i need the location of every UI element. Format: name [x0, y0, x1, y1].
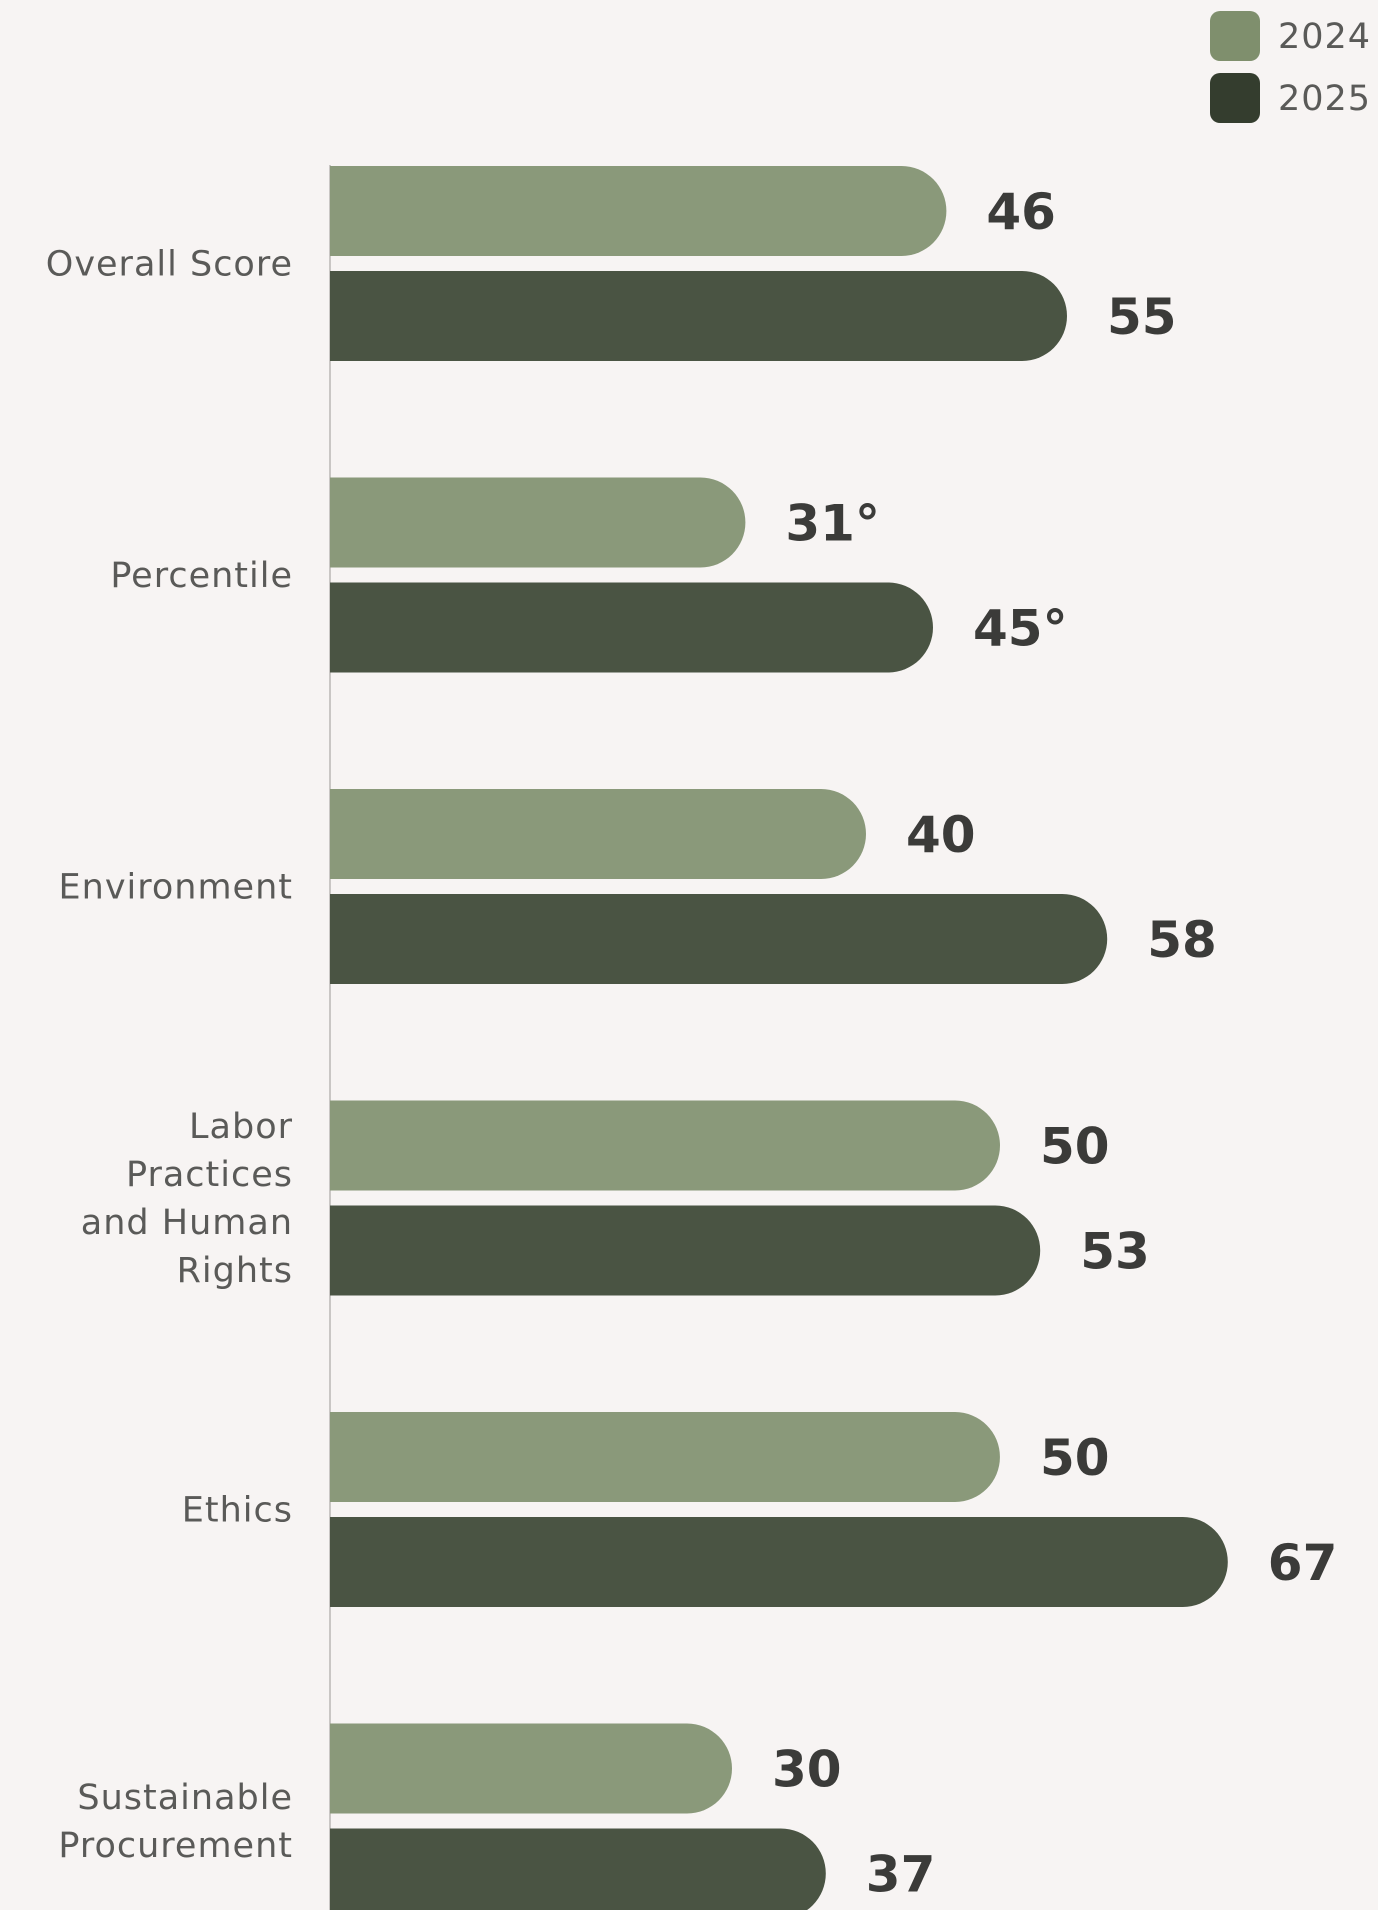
value-label-2025-4: 67 — [1268, 1534, 1338, 1592]
category-label-line: Percentile — [110, 556, 293, 596]
bar-2024-5 — [330, 1723, 732, 1814]
bar-2025-3 — [330, 1205, 1041, 1296]
category-label-line: Environment — [59, 868, 293, 908]
value-label-2025-5: 37 — [866, 1846, 936, 1904]
category-label-line: Rights — [177, 1251, 293, 1291]
category-label-line: Overall Score — [46, 245, 293, 285]
value-label-2025-3: 53 — [1080, 1223, 1150, 1281]
category-label-line: Ethics — [182, 1491, 293, 1531]
bar-2024-2 — [330, 789, 866, 879]
bar-2025-4 — [330, 1517, 1228, 1607]
value-label-2025-0: 55 — [1107, 288, 1177, 346]
category-label-line: Labor — [189, 1107, 293, 1147]
bar-2024-3 — [330, 1100, 1001, 1191]
category-label-0: Overall Score — [46, 245, 293, 285]
bar-2025-5 — [330, 1828, 826, 1910]
category-label-line: Sustainable — [77, 1778, 293, 1818]
legend: 2024 2025 — [1210, 11, 1371, 123]
category-label-line: and Human — [81, 1203, 293, 1243]
category-label-3: Labor Practices and Human Rights — [81, 1107, 293, 1291]
bar-2025-2 — [330, 894, 1108, 984]
value-label-2025-1: 45° — [973, 600, 1068, 658]
legend-swatch-2024 — [1210, 11, 1260, 61]
value-label-2024-3: 50 — [1040, 1118, 1110, 1176]
category-labels: Overall Score Percentile Environment Labor P… — [46, 245, 293, 1867]
category-label-2: Environment — [59, 868, 293, 908]
bar-2025-0 — [330, 271, 1067, 361]
value-label-2025-2: 58 — [1147, 911, 1217, 969]
bar-2025-1 — [330, 582, 933, 673]
value-labels: 46 55 31° 45° 40 58 50 53 50 67 30 37 — [772, 183, 1337, 1904]
legend-label-2024: 2024 — [1278, 17, 1371, 57]
category-label-1: Percentile — [110, 556, 293, 596]
category-label-5: Sustainable Procurement — [58, 1778, 293, 1866]
value-label-2024-2: 40 — [906, 806, 976, 864]
value-label-2024-5: 30 — [772, 1741, 842, 1799]
value-label-2024-1: 31° — [785, 495, 880, 553]
value-label-2024-0: 46 — [986, 183, 1056, 241]
bar-2024-1 — [330, 477, 746, 568]
legend-swatch-2025 — [1210, 73, 1260, 123]
bar-2024-4 — [330, 1412, 1000, 1502]
bars — [330, 166, 1228, 1910]
category-label-4: Ethics — [182, 1491, 293, 1531]
legend-label-2025: 2025 — [1278, 79, 1371, 119]
category-label-line: Practices — [126, 1155, 293, 1195]
bar-2024-0 — [330, 166, 947, 256]
value-label-2024-4: 50 — [1040, 1429, 1110, 1487]
category-label-line: Procurement — [58, 1826, 293, 1866]
